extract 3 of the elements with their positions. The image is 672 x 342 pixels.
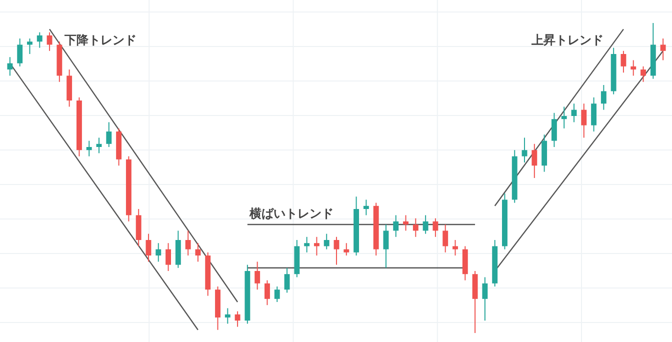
annotation: 下降トレンド xyxy=(64,33,137,48)
annotation: 横ばいトレンド xyxy=(249,206,334,220)
annotation: 上昇トレンド xyxy=(531,33,604,48)
